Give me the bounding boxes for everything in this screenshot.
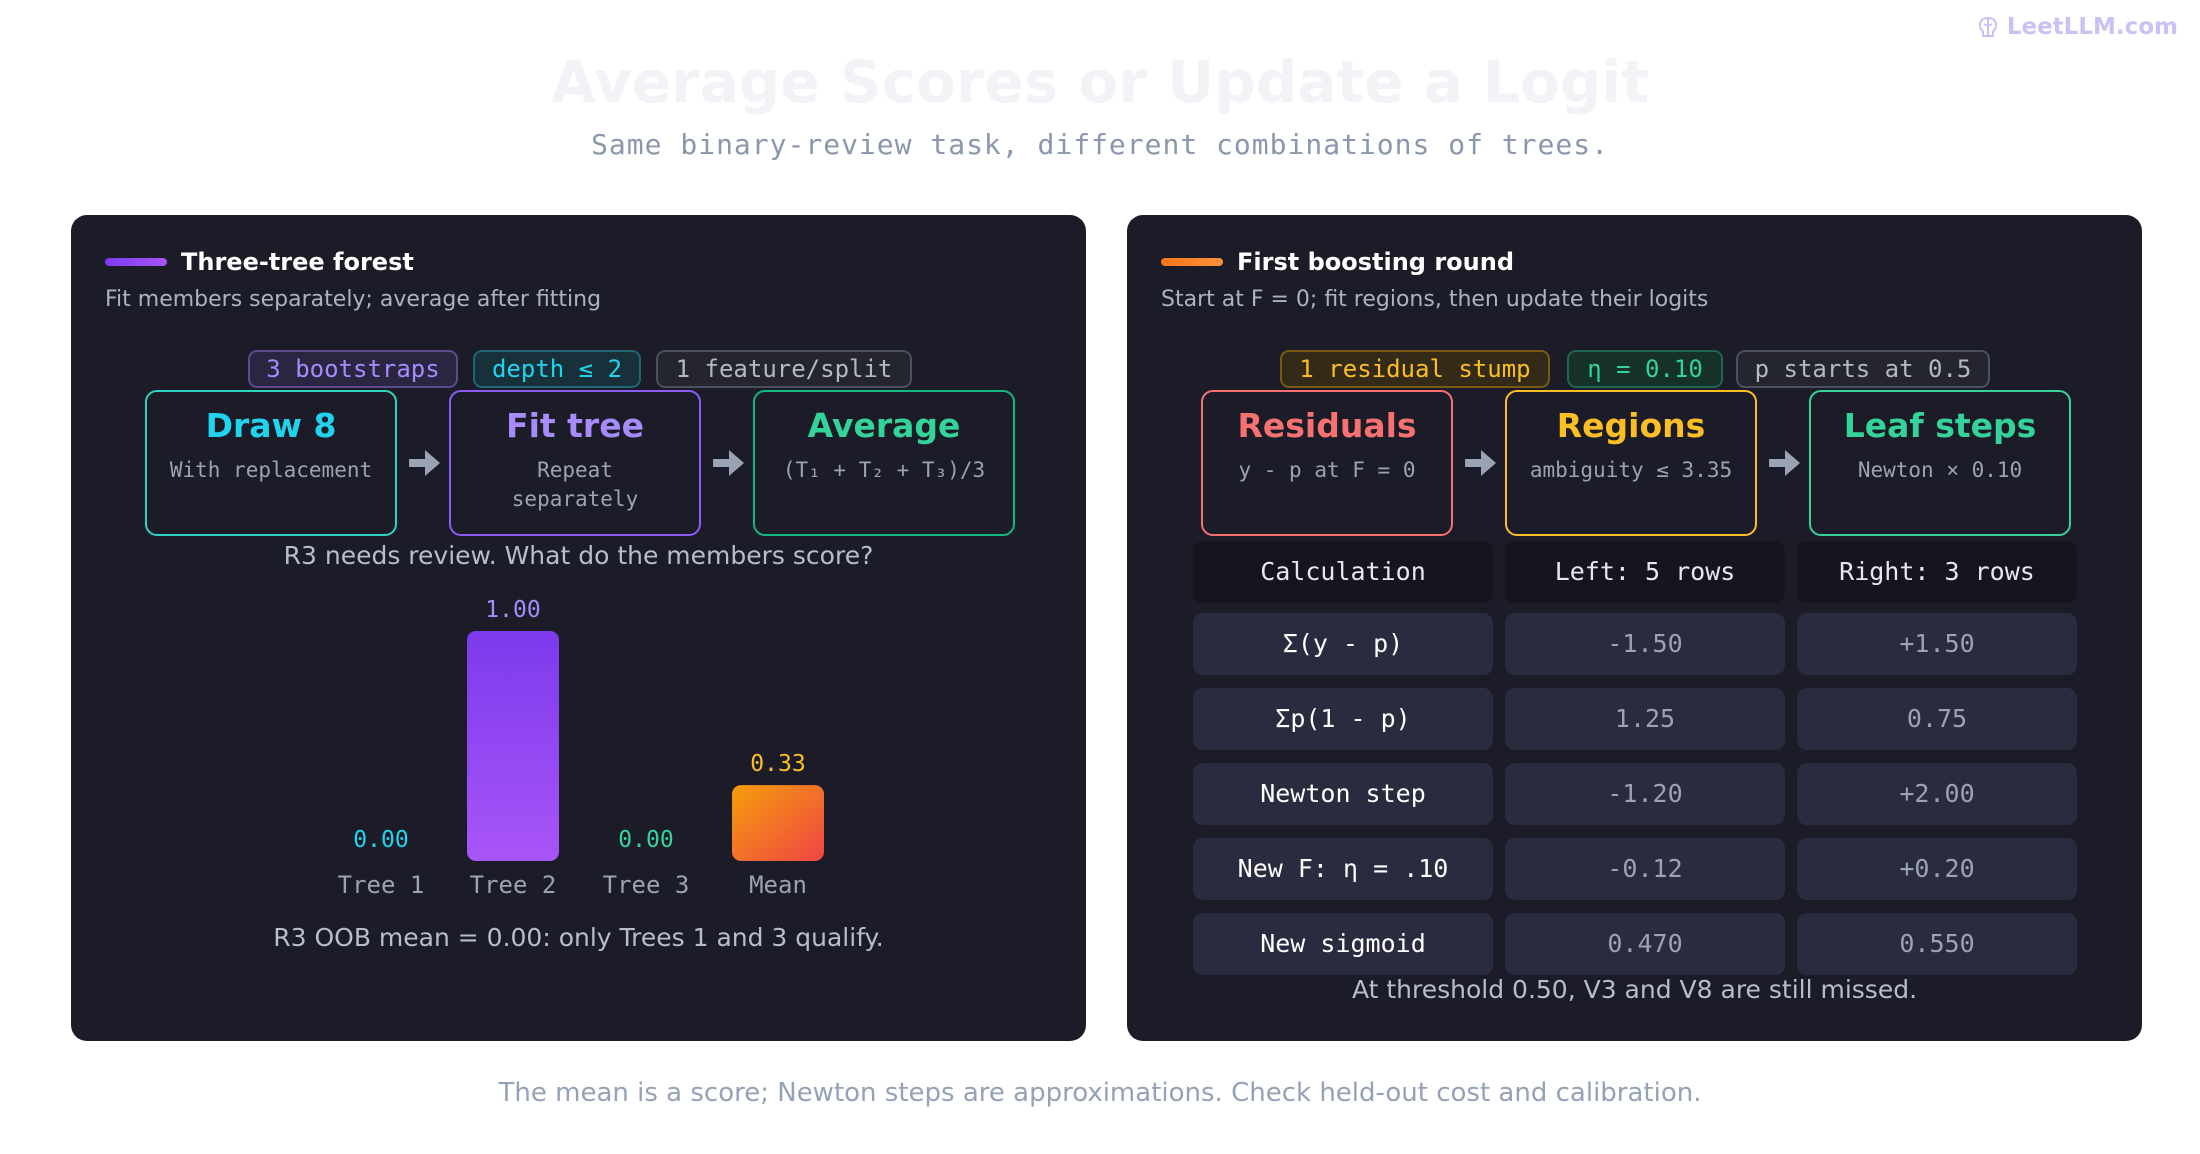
stage-residuals-title: Residuals <box>1237 406 1417 445</box>
chip-p-start: p starts at 0.5 <box>1736 350 1990 388</box>
table-cell: +0.20 <box>1797 838 2077 900</box>
bar-mean <box>732 785 824 861</box>
boosting-accent-bar <box>1161 258 1223 266</box>
chip-learning-rate: η = 0.10 <box>1567 350 1723 388</box>
table-header-left: Left: 5 rows <box>1505 541 1785 603</box>
bar-category-label: Tree 3 <box>603 871 690 899</box>
stage-leaf-steps-desc: Newton × 0.10 <box>1857 458 2023 482</box>
forest-panel-subtitle: Fit members separately; average after fi… <box>105 287 602 312</box>
stage-fit-tree: Fit tree Repeat separately <box>449 390 701 536</box>
bar-value-label: 0.33 <box>750 751 805 777</box>
chip-bootstraps: 3 bootstraps <box>248 350 458 388</box>
bar-value-label: 1.00 <box>485 597 540 623</box>
footer-note: The mean is a score; Newton steps are ap… <box>498 1078 1702 1108</box>
table-cell: +1.50 <box>1797 613 2077 675</box>
stage-draw-desc: With replacement <box>169 458 373 482</box>
table-cell: 0.550 <box>1797 913 2077 975</box>
table-row-label: Σ(y - p) <box>1193 613 1493 675</box>
table-cell: -1.20 <box>1505 763 1785 825</box>
stage-draw-title: Draw 8 <box>205 406 337 445</box>
forest-panel-title: Three-tree forest <box>181 248 414 276</box>
boosting-panel-subtitle: Start at F = 0; fit regions, then update… <box>1161 287 1709 312</box>
stage-draw: Draw 8 With replacement <box>145 390 397 536</box>
forest-panel: Three-tree forest Fit members separately… <box>71 215 1086 1041</box>
table-cell: -1.50 <box>1505 613 1785 675</box>
arrow-right-icon <box>713 450 744 476</box>
bar-tree-2 <box>467 631 559 861</box>
table-cell: +2.00 <box>1797 763 2077 825</box>
bar-value-label: 0.00 <box>353 827 408 853</box>
bar-category-label: Mean <box>749 871 807 899</box>
bar-value-label: 0.00 <box>618 827 673 853</box>
table-cell: 0.75 <box>1797 688 2077 750</box>
stage-average-title: Average <box>807 406 961 445</box>
table-cell: -0.12 <box>1505 838 1785 900</box>
stage-residuals-desc: y - p at F = 0 <box>1238 458 1416 482</box>
brand-name: LeetLLM.com <box>2006 14 2178 40</box>
page-subtitle: Same binary-review task, different combi… <box>591 128 1609 161</box>
stage-residuals: Residuals y - p at F = 0 <box>1201 390 1453 536</box>
forest-accent-bar <box>105 258 167 266</box>
bar-category-label: Tree 1 <box>338 871 425 899</box>
chip-residual-stump: 1 residual stump <box>1280 350 1550 388</box>
table-cell: 1.25 <box>1505 688 1785 750</box>
table-row-label: New F: η = .10 <box>1193 838 1493 900</box>
stage-average-desc: (T₁ + T₂ + T₃)/3 <box>782 458 986 482</box>
bar-category-label: Tree 2 <box>470 871 557 899</box>
arrow-right-icon <box>1769 450 1800 476</box>
forest-question: R3 needs review. What do the members sco… <box>283 541 874 570</box>
stage-fit-tree-desc: Repeat separately <box>511 458 639 511</box>
table-row-label: Σp(1 - p) <box>1193 688 1493 750</box>
chip-feature-split: 1 feature/split <box>656 350 912 388</box>
member-scores-chart: 0.00 Tree 1 1.00 Tree 2 0.00 Tree 3 0.33 Mean <box>338 597 824 899</box>
stage-regions: Regions ambiguity ≤ 3.35 <box>1505 390 1757 536</box>
boosting-note: At threshold 0.50, V3 and V8 are still m… <box>1351 975 1918 1004</box>
boosting-panel-title: First boosting round <box>1237 248 1515 276</box>
stage-average: Average (T₁ + T₂ + T₃)/3 <box>753 390 1015 536</box>
stage-leaf-steps: Leaf steps Newton × 0.10 <box>1809 390 2071 536</box>
stage-regions-desc: ambiguity ≤ 3.35 <box>1529 458 1733 482</box>
table-header-right: Right: 3 rows <box>1797 541 2077 603</box>
arrow-right-icon <box>409 450 440 476</box>
table-row-label: New sigmoid <box>1193 913 1493 975</box>
stage-regions-title: Regions <box>1556 406 1706 445</box>
forest-note: R3 OOB mean = 0.00: only Trees 1 and 3 q… <box>273 923 884 952</box>
stage-leaf-steps-title: Leaf steps <box>1843 406 2037 445</box>
brain-icon <box>1978 17 1997 37</box>
page-title: Average Scores or Update a Logit <box>551 48 1649 116</box>
stage-fit-tree-title: Fit tree <box>506 406 644 445</box>
arrow-right-icon <box>1465 450 1496 476</box>
brand-logo[interactable]: LeetLLM.com <box>1977 14 2178 40</box>
boosting-panel: First boosting round Start at F = 0; fit… <box>1127 215 2142 1041</box>
table-cell: 0.470 <box>1505 913 1785 975</box>
chip-depth: depth ≤ 2 <box>473 350 641 388</box>
table-header-calculation: Calculation <box>1193 541 1493 603</box>
table-row-label: Newton step <box>1193 763 1493 825</box>
